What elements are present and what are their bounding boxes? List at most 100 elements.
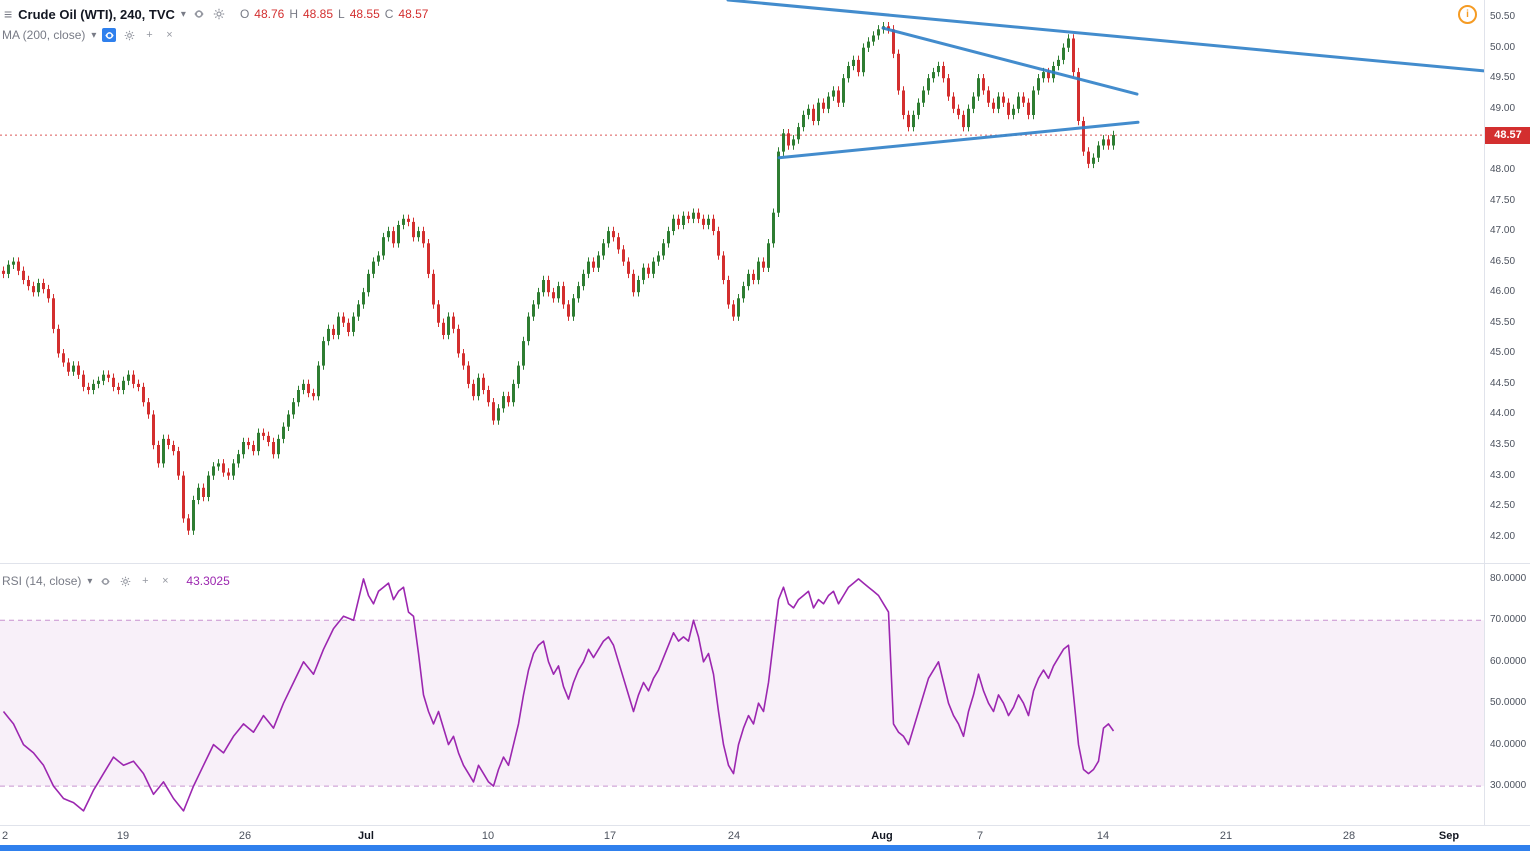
rsi-dropdown-caret-icon[interactable]: ▾ <box>87 575 93 587</box>
time-axis[interactable]: 2 19 26 Jul 10 17 24 Aug 7 14 21 28 Sep <box>0 825 1530 846</box>
candle-body <box>127 374 130 381</box>
candle-body <box>107 374 110 378</box>
pane-divider[interactable] <box>0 563 1530 564</box>
candle-body <box>92 383 95 390</box>
candle-body <box>652 261 655 274</box>
ma-close-icon[interactable]: × <box>166 29 173 41</box>
candle-body <box>177 451 180 476</box>
candle-body <box>497 408 500 421</box>
candle-body <box>997 96 1000 109</box>
symbol-title[interactable]: Crude Oil (WTI), 240, TVC <box>18 6 175 22</box>
trendline[interactable] <box>777 120 1140 160</box>
candle-body <box>312 393 315 397</box>
rsi-close-icon[interactable]: × <box>162 575 169 587</box>
price-tick-label: 43.50 <box>1490 439 1516 450</box>
candle-body <box>447 316 450 335</box>
rsi-band <box>0 620 1484 786</box>
candle-body <box>337 316 340 335</box>
candle-body <box>587 261 590 274</box>
candle-body <box>537 292 540 305</box>
candle-body <box>672 218 675 231</box>
trendline[interactable] <box>726 0 1484 73</box>
ma-dropdown-caret-icon[interactable]: ▾ <box>91 29 97 41</box>
candle-body <box>647 267 650 274</box>
candle-body <box>1102 139 1105 146</box>
candle-body <box>1092 157 1095 164</box>
price-tick-label: 43.00 <box>1490 470 1516 481</box>
candle-body <box>657 255 660 262</box>
candle-body <box>377 255 380 262</box>
candle-body <box>362 292 365 305</box>
candle-body <box>567 304 570 317</box>
candle-body <box>7 264 10 274</box>
rsi-tick-label: 80.0000 <box>1490 573 1527 584</box>
rsi-settings-icon[interactable] <box>118 574 132 588</box>
candle-body <box>522 341 525 366</box>
candle-body <box>1082 121 1085 152</box>
candle-body <box>992 102 995 109</box>
candle-body <box>332 328 335 335</box>
ohlc-high-value: 48.85 <box>303 7 334 21</box>
candle-body <box>912 114 915 128</box>
time-tick-label: 21 <box>1219 830 1233 842</box>
visibility-icon[interactable] <box>192 7 206 21</box>
price-tick-label: 46.50 <box>1490 256 1516 267</box>
candle-body <box>612 231 615 238</box>
candle-body <box>747 273 750 287</box>
candle-body <box>27 280 30 287</box>
candle-body <box>317 365 320 397</box>
candle-body <box>957 108 960 115</box>
ma-visibility-icon[interactable] <box>102 28 117 42</box>
ma-add-icon[interactable]: + <box>146 29 153 41</box>
candle-body <box>1072 38 1075 73</box>
price-axis[interactable]: 48.57 50.5050.0049.5049.0048.5048.0047.5… <box>1484 0 1530 825</box>
timeline-scrollbar[interactable] <box>0 845 1530 851</box>
price-pane[interactable]: ≡ Crude Oil (WTI), 240, TVC ▾ O 48.76 H … <box>0 0 1484 563</box>
candle-body <box>12 261 15 265</box>
ohlc-open-value: 48.76 <box>254 7 285 21</box>
price-tick-label: 47.00 <box>1490 225 1516 236</box>
rsi-pane[interactable]: RSI (14, close) ▾ + × 43.3025 <box>0 564 1484 825</box>
trendline[interactable] <box>881 26 1139 96</box>
price-tick-label: 44.00 <box>1490 408 1516 419</box>
candle-body <box>772 212 775 244</box>
candle-body <box>667 231 670 244</box>
time-tick-label: 10 <box>481 830 495 842</box>
candle-body <box>662 243 665 256</box>
candle-body <box>157 445 160 464</box>
rsi-indicator-title[interactable]: RSI (14, close) <box>2 574 82 588</box>
ma-settings-icon[interactable] <box>122 28 136 42</box>
candle-body <box>512 383 515 403</box>
candle-body <box>967 108 970 128</box>
candle-body <box>892 29 895 54</box>
candle-body <box>112 377 115 387</box>
settings-icon[interactable] <box>212 7 226 21</box>
candle-body <box>212 466 215 476</box>
candle-body <box>917 102 920 115</box>
time-tick-label: 28 <box>1342 830 1356 842</box>
candle-body <box>452 316 455 329</box>
menu-icon[interactable]: ≡ <box>4 6 13 22</box>
candle-body <box>632 273 635 293</box>
candle-body <box>97 380 100 384</box>
symbol-dropdown-caret-icon[interactable]: ▾ <box>180 8 186 20</box>
ma-indicator-title[interactable]: MA (200, close) <box>2 28 86 42</box>
candle-body <box>837 90 840 103</box>
rsi-add-icon[interactable]: + <box>142 575 149 587</box>
candle-body <box>62 353 65 363</box>
candle-body <box>442 322 445 335</box>
candle-body <box>877 29 880 36</box>
candle-body <box>767 243 770 268</box>
info-icon[interactable]: i <box>1458 5 1477 24</box>
candle-body <box>37 283 40 293</box>
candle-body <box>67 362 70 372</box>
rsi-visibility-icon[interactable] <box>98 574 112 588</box>
candle-body <box>927 78 930 91</box>
candle-body <box>297 390 300 403</box>
candle-body <box>987 90 990 103</box>
candle-body <box>857 59 860 73</box>
candle-body <box>1062 47 1065 60</box>
candle-body <box>307 383 310 394</box>
candle-body <box>222 463 225 473</box>
candle-body <box>802 114 805 128</box>
